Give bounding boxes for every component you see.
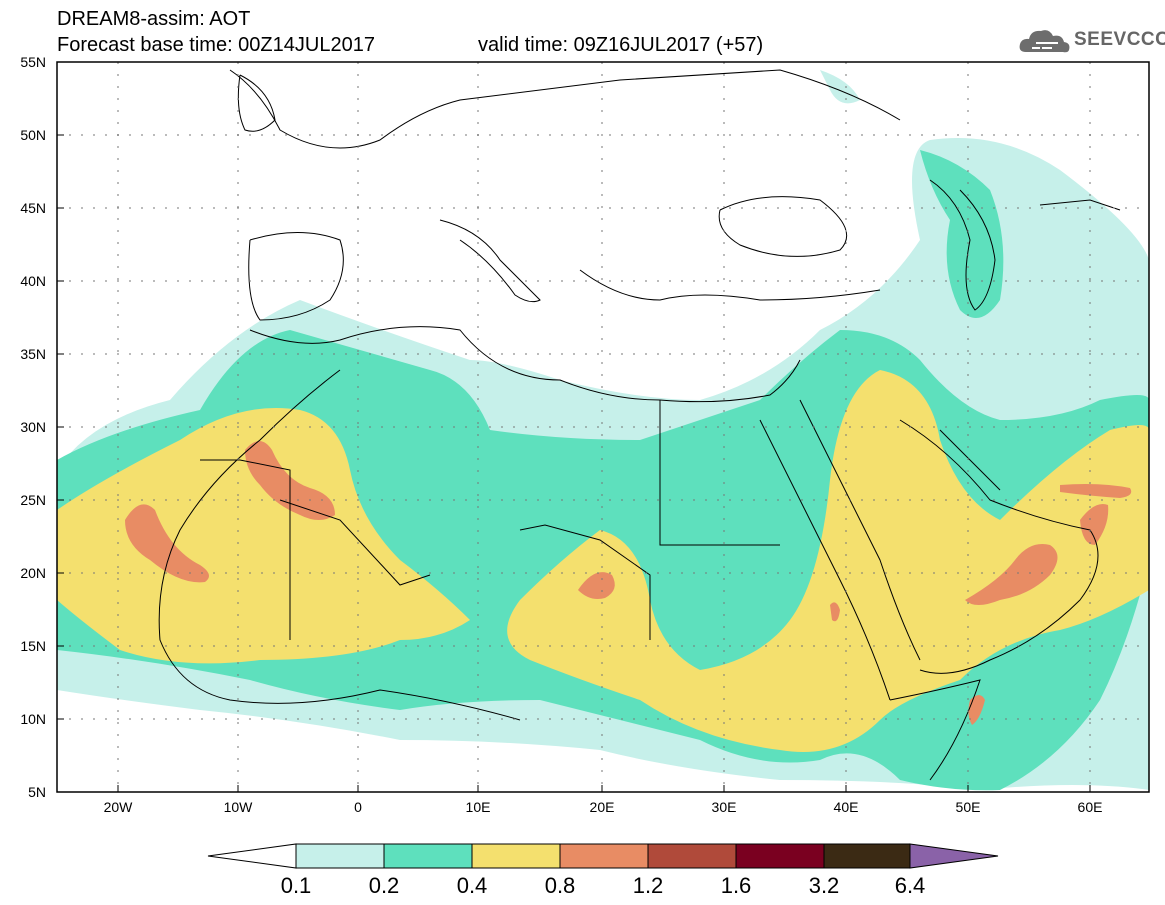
lat-label: 30N <box>20 419 46 435</box>
lat-label: 25N <box>20 492 46 508</box>
lon-label: 20W <box>104 799 134 815</box>
lat-label: 50N <box>20 127 46 143</box>
aot-band-0.8 <box>965 544 1058 605</box>
colorbar-min-arrow <box>207 843 297 869</box>
aot-field <box>57 62 1149 792</box>
coastlines <box>158 69 1121 781</box>
aot-band-0.8 <box>125 504 209 583</box>
colorbar-max-arrow <box>909 843 999 869</box>
axis-ticks <box>57 61 1091 792</box>
colorbar-bin <box>559 843 649 869</box>
valid-time: valid time: 09Z16JUL2017 (+57) <box>478 34 764 56</box>
lon-label: 50E <box>956 799 981 815</box>
aot-band-0.4 <box>507 370 1149 752</box>
lat-label: 35N <box>20 346 46 362</box>
graticule <box>57 62 1149 792</box>
forecast-base-time: Forecast base time: 00Z14JUL2017 <box>57 34 375 56</box>
lat-label: 55N <box>20 54 46 70</box>
aot-band-0.8 <box>968 695 985 725</box>
lon-label: 0 <box>354 799 362 815</box>
aot-band-0.8 <box>1080 504 1109 545</box>
logo-text: SEEVCCC <box>1074 29 1165 50</box>
colorbar-bin <box>295 843 385 869</box>
lat-label: 5N <box>28 784 46 800</box>
colorbar-label: 3.2 <box>809 873 840 898</box>
lat-label: 40N <box>20 273 46 289</box>
colorbar-label: 0.2 <box>369 873 400 898</box>
colorbar-bin <box>471 843 561 869</box>
cloud-icon <box>1019 30 1070 53</box>
aot-band-0.8 <box>578 572 615 599</box>
lon-label: 60E <box>1078 799 1103 815</box>
colorbar-bin <box>647 843 737 869</box>
colorbar-bin <box>383 843 473 869</box>
colorbar-label: 1.6 <box>721 873 752 898</box>
lat-label: 45N <box>20 200 46 216</box>
colorbar-label: 6.4 <box>895 873 926 898</box>
aot-band-0.8 <box>830 602 840 622</box>
lon-label: 30E <box>712 799 737 815</box>
lat-labels: 55N 50N 45N 40N 35N 30N 25N 20N 15N 10N … <box>20 54 46 800</box>
colorbar <box>207 843 999 869</box>
lat-label: 15N <box>20 638 46 654</box>
lat-label: 20N <box>20 565 46 581</box>
lon-label: 10E <box>466 799 491 815</box>
lat-label: 10N <box>20 711 46 727</box>
colorbar-label: 1.2 <box>633 873 664 898</box>
aot-band-0.2 <box>920 150 1004 318</box>
lon-label: 40E <box>834 799 859 815</box>
lon-label: 20E <box>590 799 615 815</box>
map-title: DREAM8-assim: AOT <box>57 8 251 30</box>
aot-band-0.8 <box>1060 484 1132 498</box>
colorbar-label: 0.8 <box>545 873 576 898</box>
colorbar-label: 0.1 <box>281 873 312 898</box>
colorbar-label: 0.4 <box>457 873 488 898</box>
colorbar-bin <box>823 843 911 869</box>
lon-labels: 20W 10W 0 10E 20E 30E 40E 50E 60E <box>104 799 1103 815</box>
lon-label: 10W <box>224 799 254 815</box>
seevccc-logo: SEEVCCC <box>1018 24 1165 58</box>
colorbar-bin <box>735 843 825 869</box>
colorbar-labels: 0.1 0.2 0.4 0.8 1.2 1.6 3.2 6.4 <box>281 873 926 898</box>
